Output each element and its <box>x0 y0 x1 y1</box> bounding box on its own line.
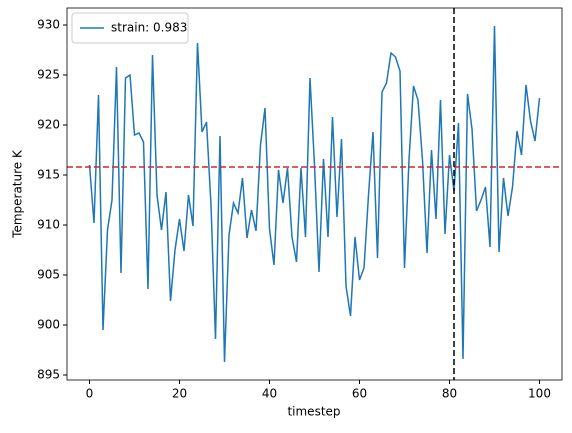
y-tick-label: 900 <box>37 318 60 332</box>
y-tick-label: 920 <box>37 118 60 132</box>
plot-frame <box>66 7 563 381</box>
x-tick-label: 0 <box>86 387 94 401</box>
y-tick-label: 910 <box>37 218 60 232</box>
x-tick-label: 100 <box>528 387 551 401</box>
y-tick-label: 915 <box>37 168 60 182</box>
y-tick-label: 895 <box>37 368 60 382</box>
x-axis-label: timestep <box>287 405 340 419</box>
y-axis-label: Temperature K <box>11 149 25 239</box>
y-tick-label: 925 <box>37 68 60 82</box>
y-tick-label: 905 <box>37 268 60 282</box>
data-line <box>88 25 541 363</box>
x-tick-label: 60 <box>352 387 367 401</box>
x-tick-label: 20 <box>172 387 187 401</box>
legend-box <box>71 12 189 44</box>
legend-label: strain: 0.983 <box>111 21 187 35</box>
x-tick-label: 80 <box>442 387 457 401</box>
x-tick-label: 40 <box>262 387 277 401</box>
y-tick-label: 930 <box>37 18 60 32</box>
